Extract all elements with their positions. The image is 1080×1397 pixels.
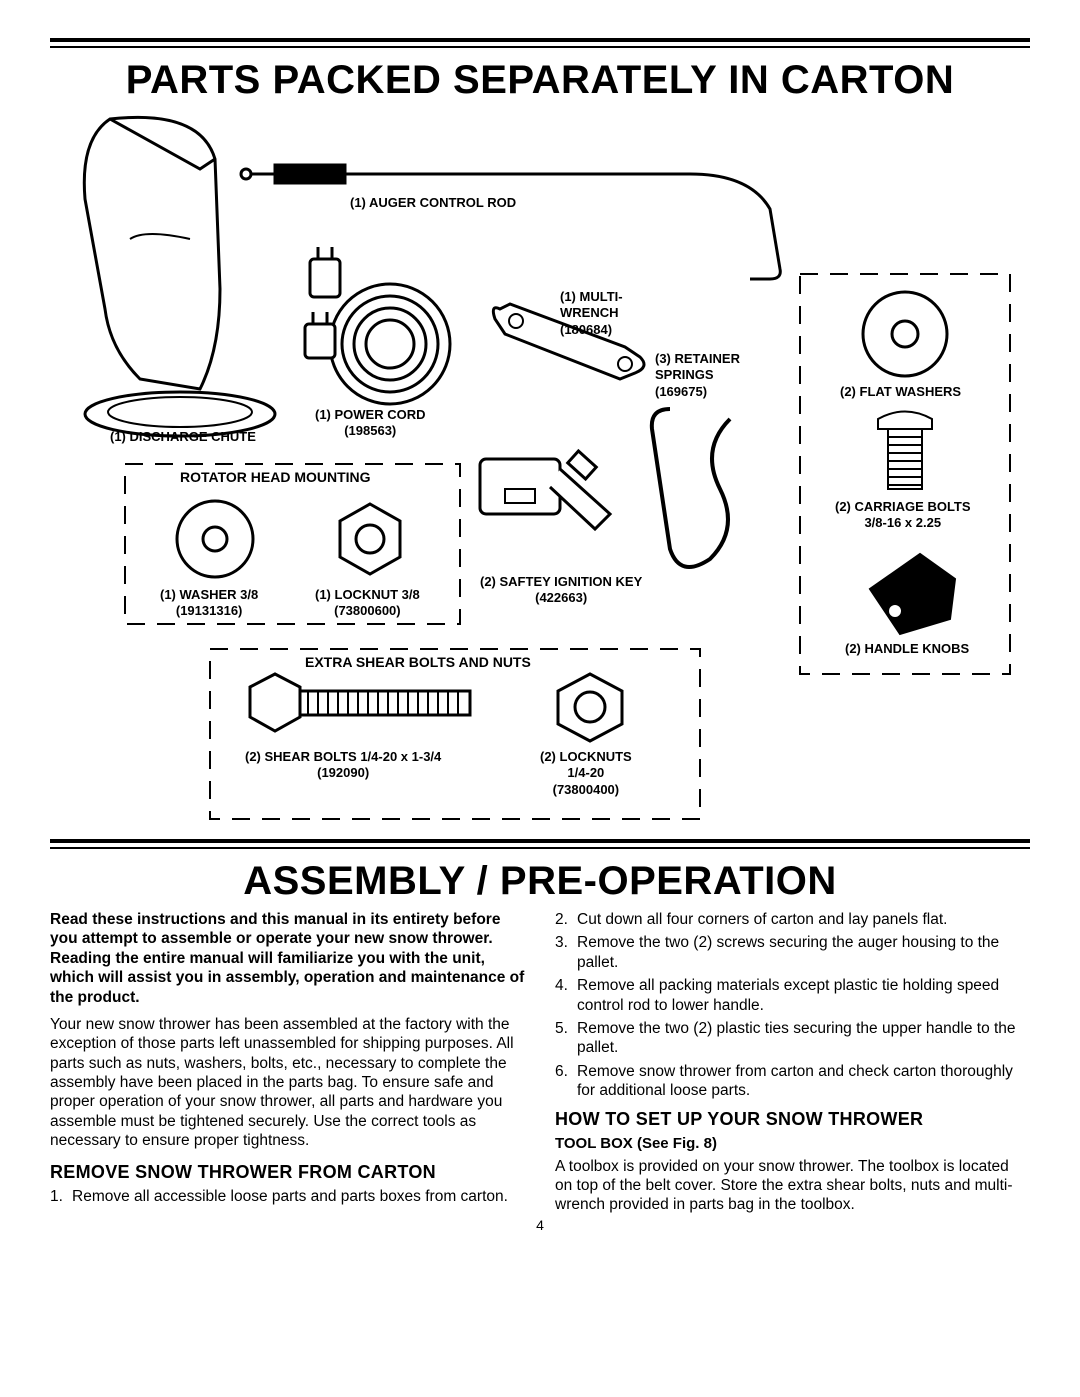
step-5: 5.Remove the two (2) plastic ties securi… (555, 1019, 1030, 1058)
label-handle-knobs: (2) HANDLE KNOBS (845, 641, 969, 657)
t: Remove the two (2) screws securing the a… (577, 933, 1030, 972)
locknut-14-shape (558, 674, 622, 741)
t: (180684) (560, 322, 612, 337)
label-power-cord: (1) POWER CORD (198563) (315, 407, 426, 440)
t: Remove all accessible loose parts and pa… (72, 1187, 525, 1206)
t: (73800400) (553, 782, 620, 797)
locknut-38-shape (340, 504, 400, 574)
step-1: 1.Remove all accessible loose parts and … (50, 1187, 525, 1206)
t: Cut down all four corners of carton and … (577, 910, 1030, 929)
label-retainer: (3) RETAINER SPRINGS (169675) (655, 351, 740, 400)
label-flat-washers: (2) FLAT WASHERS (840, 384, 961, 400)
assembly-title: ASSEMBLY / PRE-OPERATION (50, 859, 1030, 904)
t: (192090) (317, 765, 369, 780)
t: 1/4-20 (567, 765, 604, 780)
t: (2) CARRIAGE BOLTS (835, 499, 971, 514)
t: (2) LOCKNUTS (540, 749, 632, 764)
t: (169675) (655, 384, 707, 399)
remove-list-right: 2.Cut down all four corners of carton an… (555, 910, 1030, 1100)
t: SPRINGS (655, 367, 714, 382)
step-3: 3.Remove the two (2) screws securing the… (555, 933, 1030, 972)
safety-key-shape (480, 451, 610, 529)
label-multi-wrench: (1) MULTI- WRENCH (180684) (560, 289, 623, 338)
remove-list-left: 1.Remove all accessible loose parts and … (50, 1187, 525, 1206)
t: (73800600) (334, 603, 401, 618)
label-safety-key: (2) SAFTEY IGNITION KEY (422663) (480, 574, 642, 607)
t: (2) SAFTEY IGNITION KEY (480, 574, 642, 589)
discharge-chute-shape (84, 117, 275, 436)
t: (2) SHEAR BOLTS 1/4-20 x 1-3/4 (245, 749, 441, 764)
t: (1) MULTI- (560, 289, 623, 304)
rule-mid-thick (50, 839, 1030, 843)
toolbox-para: A toolbox is provided on your snow throw… (555, 1157, 1030, 1215)
t: WRENCH (560, 305, 619, 320)
shear-bolt-shape (250, 674, 470, 731)
t: (1) LOCKNUT 3/8 (315, 587, 420, 602)
t: (422663) (535, 590, 587, 605)
remove-heading: REMOVE SNOW THROWER FROM CARTON (50, 1161, 525, 1184)
handle-knob-shape (870, 554, 955, 634)
page-number: 4 (50, 1217, 1030, 1233)
t: (19131316) (176, 603, 243, 618)
col-right: 2.Cut down all four corners of carton an… (555, 910, 1030, 1215)
label-carriage: (2) CARRIAGE BOLTS 3/8-16 x 2.25 (835, 499, 971, 532)
parts-title: PARTS PACKED SEPARATELY IN CARTON (50, 58, 1030, 103)
t: (1) WASHER 3/8 (160, 587, 258, 602)
toolbox-sub: TOOL BOX (See Fig. 8) (555, 1135, 1030, 1154)
parts-diagram: (1) AUGER CONTROL ROD (1) MULTI- WRENCH … (50, 109, 1030, 829)
t: 3/8-16 x 2.25 (864, 515, 941, 530)
t: (3) RETAINER (655, 351, 740, 366)
col-left: Read these instructions and this manual … (50, 910, 525, 1215)
flat-washer-shape (863, 292, 947, 376)
step-6: 6.Remove snow thrower from carton and ch… (555, 1062, 1030, 1101)
label-locknut-38: (1) LOCKNUT 3/8 (73800600) (315, 587, 420, 620)
rule-top-thick (50, 38, 1030, 42)
step-4: 4.Remove all packing materials except pl… (555, 976, 1030, 1015)
t: (198563) (344, 423, 396, 438)
power-cord-shape (305, 247, 450, 404)
step-2: 2.Cut down all four corners of carton an… (555, 910, 1030, 929)
carriage-bolt-shape (878, 412, 932, 490)
rule-top-thin (50, 46, 1030, 48)
label-discharge-chute: (1) DISCHARGE CHUTE (110, 429, 256, 445)
t: Remove the two (2) plastic ties securing… (577, 1019, 1030, 1058)
label-locknuts-14: (2) LOCKNUTS 1/4-20 (73800400) (540, 749, 632, 798)
intro-para: Your new snow thrower has been assembled… (50, 1015, 525, 1151)
t: Remove all packing materials except plas… (577, 976, 1030, 1015)
rule-mid-thin (50, 847, 1030, 849)
intro-bold: Read these instructions and this manual … (50, 910, 525, 1007)
label-rotator-title: ROTATOR HEAD MOUNTING (180, 469, 371, 487)
setup-heading: HOW TO SET UP YOUR SNOW THROWER (555, 1108, 1030, 1131)
label-extra-title: EXTRA SHEAR BOLTS AND NUTS (305, 654, 531, 672)
assembly-columns: Read these instructions and this manual … (50, 910, 1030, 1215)
t: (1) POWER CORD (315, 407, 426, 422)
label-auger-rod: (1) AUGER CONTROL ROD (350, 195, 516, 211)
label-washer-38: (1) WASHER 3/8 (19131316) (160, 587, 258, 620)
retainer-spring-shape (652, 409, 730, 567)
washer-38-shape (177, 501, 253, 577)
label-shear: (2) SHEAR BOLTS 1/4-20 x 1-3/4 (192090) (245, 749, 441, 782)
t: Remove snow thrower from carton and chec… (577, 1062, 1030, 1101)
